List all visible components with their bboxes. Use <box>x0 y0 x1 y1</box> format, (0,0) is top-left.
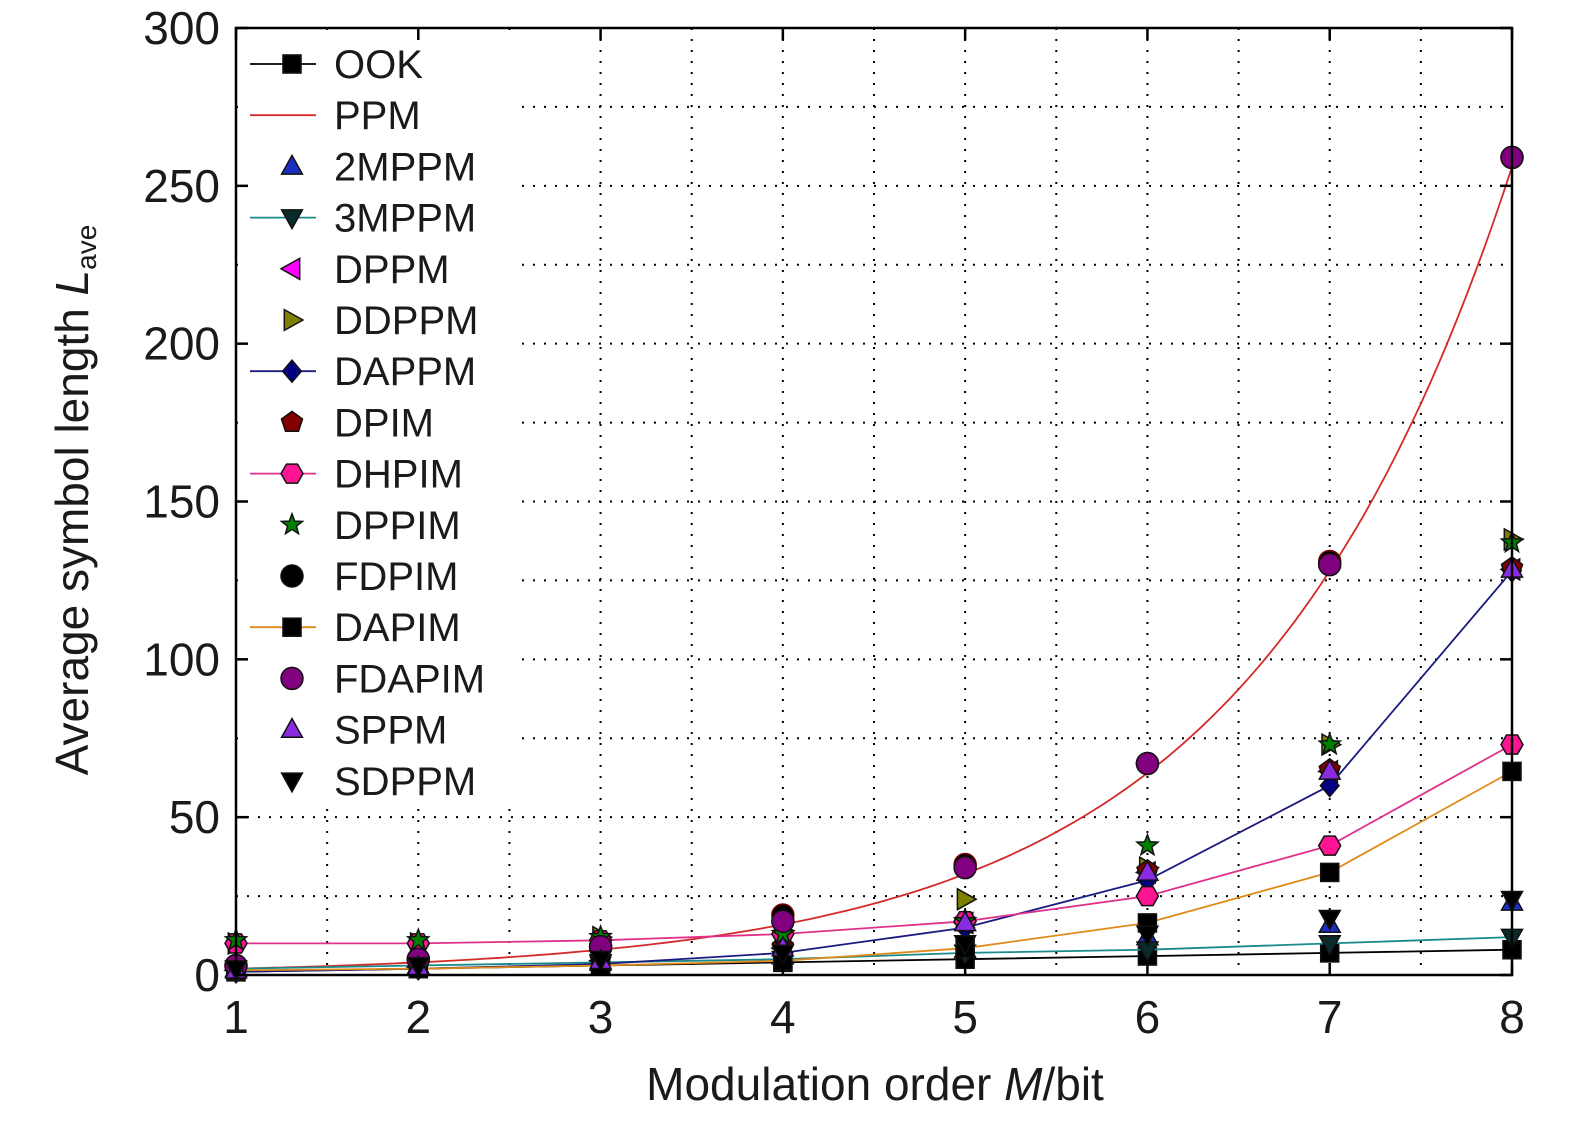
x-axis-title-italic: M <box>1004 1058 1043 1110</box>
legend-marker <box>280 410 304 433</box>
x-tick-label: 4 <box>770 991 796 1043</box>
legend-item-fdapim: FDAPIM <box>280 657 485 701</box>
legend-marker <box>282 54 302 74</box>
y-axis-title: Average symbol length Lave <box>46 225 102 776</box>
x-axis-title-prefix: Modulation order <box>646 1058 1004 1110</box>
legend-label: PPM <box>334 94 421 138</box>
data-point-dapim <box>1319 862 1340 883</box>
y-axis-title-prefix: Average symbol length <box>46 295 98 775</box>
legend-marker <box>280 666 304 691</box>
data-point-sdppm <box>953 934 977 956</box>
y-tick-label: 200 <box>143 318 220 370</box>
y-axis-title-italic: L <box>46 270 98 296</box>
legend-item-dpim: DPIM <box>280 401 434 445</box>
legend-label: FDPIM <box>334 555 458 599</box>
legend-item-fdpim: FDPIM <box>280 555 458 599</box>
data-point-sdppm <box>588 950 613 972</box>
data-point-sppm <box>1318 758 1342 780</box>
legend-label: DAPIM <box>334 606 461 650</box>
series-line-ppm <box>235 166 1513 970</box>
data-point-sdppm <box>771 944 795 966</box>
data-point-fdapim <box>1135 751 1160 776</box>
legend-item-sdppm: SDPPM <box>280 760 476 804</box>
y-tick-label: 300 <box>143 2 220 54</box>
legend-label: DPPM <box>334 248 450 292</box>
x-axis-title: Modulation order M/bit <box>646 1058 1104 1110</box>
legend-label: DHPIM <box>334 453 463 497</box>
legend-marker <box>282 617 302 637</box>
legend-marker <box>281 359 303 384</box>
x-tick-label: 1 <box>223 991 249 1043</box>
data-point-sppm <box>953 910 977 932</box>
legend-marker <box>280 772 304 794</box>
legend-label: 3MPPM <box>334 197 476 241</box>
y-tick-label: 150 <box>143 476 220 528</box>
x-tick-label: 8 <box>1499 991 1525 1043</box>
x-tick-label: 5 <box>952 991 978 1043</box>
legend-item-dppim: DPPIM <box>279 504 461 548</box>
data-point-fdapim <box>1317 552 1342 577</box>
legend-marker <box>280 153 304 175</box>
legend-marker <box>280 463 304 484</box>
series-ppm <box>235 166 1513 970</box>
data-point-dppim <box>1134 832 1160 857</box>
x-axis-title-suffix: /bit <box>1042 1058 1104 1110</box>
series-line-3mppm <box>235 936 1513 970</box>
data-point-ddppm <box>956 887 978 911</box>
legend-item-dhpim: DHPIM <box>250 453 463 497</box>
legend-item-dappm: DAPPM <box>250 350 476 394</box>
y-tick-label: 250 <box>143 160 220 212</box>
legend-label: DPPIM <box>334 504 461 548</box>
data-point-sdppm <box>1318 909 1342 931</box>
legend-item-dapim: DAPIM <box>250 606 461 650</box>
y-tick-label: 50 <box>169 791 220 843</box>
data-point-fdapim <box>771 909 795 934</box>
legend-marker <box>283 308 305 332</box>
legend-label: SPPM <box>334 709 447 753</box>
axis-ticks: 1 2 3 4 5 6 7 8 0 50 100 150 200 250 300 <box>143 2 1525 1043</box>
legend-item-sppm: SPPM <box>280 709 447 753</box>
legend-marker <box>280 717 304 739</box>
data-point-dhpim <box>1135 885 1160 907</box>
legend-label: SDPPM <box>334 760 476 804</box>
legend-label: FDAPIM <box>334 657 485 701</box>
legend-item-ddppm: DDPPM <box>283 299 478 343</box>
x-tick-label: 2 <box>405 991 431 1043</box>
data-point-sppm <box>1135 859 1160 881</box>
legend-label: DAPPM <box>334 350 476 394</box>
legend-label: 2MPPM <box>334 145 476 189</box>
legend-item-dppm: DPPM <box>279 248 450 292</box>
legend-marker <box>280 564 304 588</box>
legend-marker <box>279 511 305 536</box>
y-tick-label: 0 <box>194 949 220 1001</box>
y-axis-title-subscript: ave <box>71 225 102 270</box>
y-tick-label: 100 <box>143 633 220 685</box>
legend-item-ook: OOK <box>250 43 423 87</box>
x-tick-label: 7 <box>1317 991 1343 1043</box>
legend-item-3mppm: 3MPPM <box>250 197 476 241</box>
data-point-fdapim <box>953 855 977 880</box>
x-tick-label: 3 <box>588 991 614 1043</box>
data-point-dhpim <box>1317 835 1342 856</box>
data-point-dppim <box>1317 731 1343 756</box>
legend-label: DPIM <box>334 401 434 445</box>
data-point-dppim <box>405 927 431 951</box>
legend: OOK PPM 2MPPM 3MPPM DPPM DDPPM DAPPM DPIM DHPIM D… <box>244 34 514 808</box>
series-line-dhpim <box>236 743 1513 945</box>
x-tick-label: 6 <box>1135 991 1161 1043</box>
legend-marker <box>279 257 301 281</box>
data-point-3mppm <box>1318 934 1342 956</box>
legend-item-ppm: PPM <box>250 94 421 138</box>
legend-label: DDPPM <box>334 299 478 343</box>
legend-item-2mppm: 2MPPM <box>280 145 476 189</box>
series-line-dapim <box>235 770 1513 972</box>
data-point-dappm <box>1319 773 1341 798</box>
data-point-sdppm <box>1135 925 1160 947</box>
legend-marker <box>280 209 304 231</box>
legend-label: OOK <box>334 43 423 87</box>
plot-series <box>223 145 1525 984</box>
